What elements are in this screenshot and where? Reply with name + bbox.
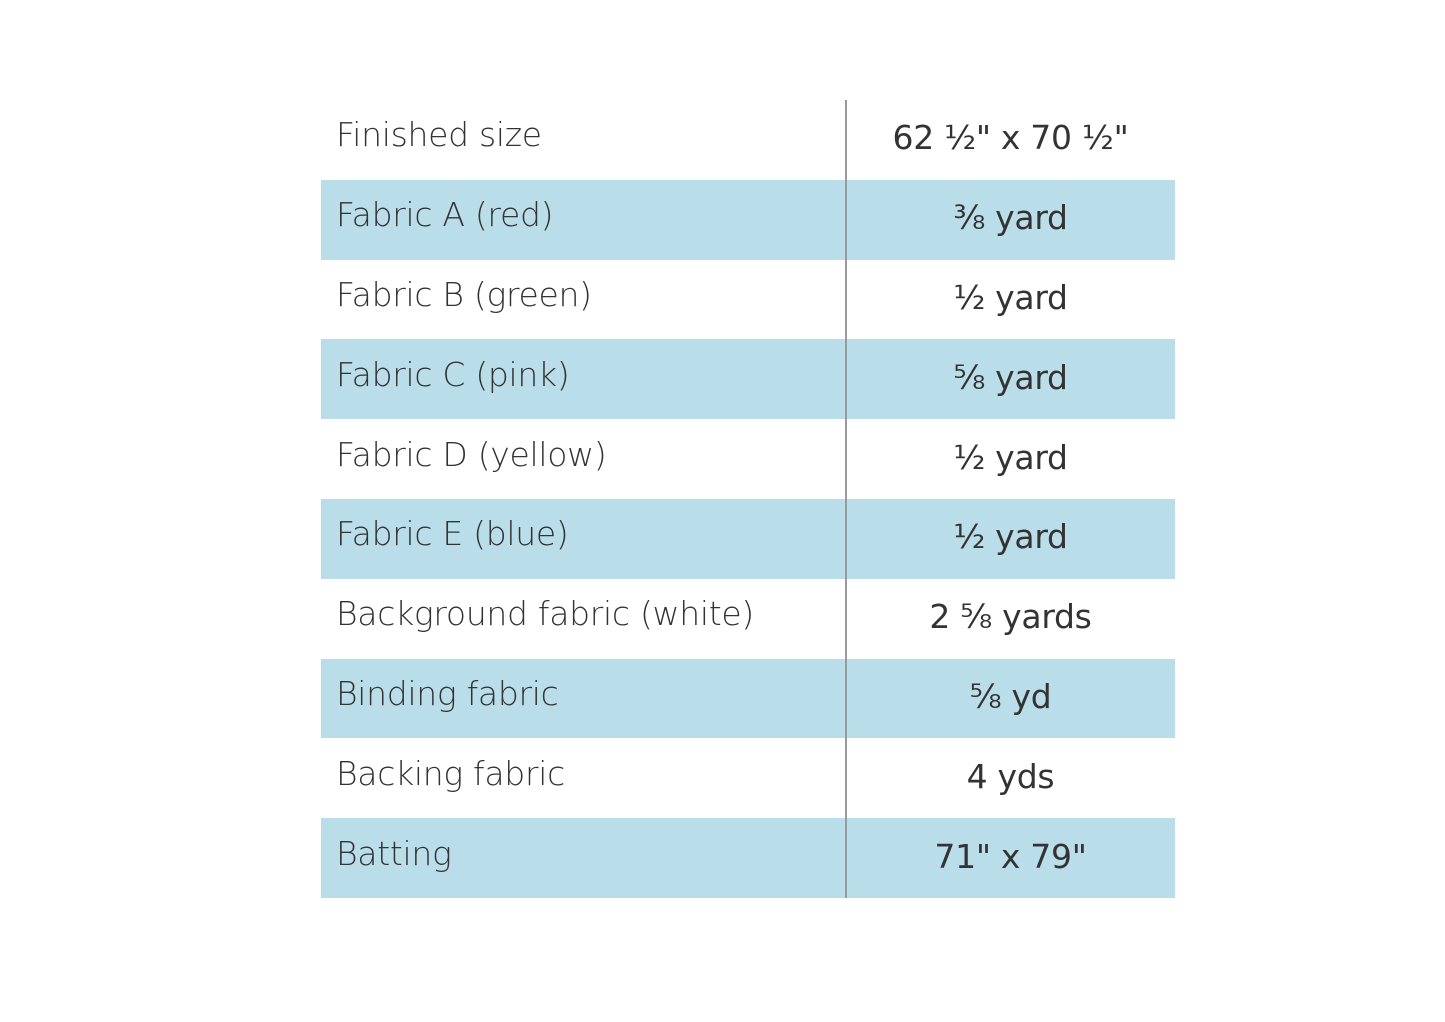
row-value: ⅜ yard xyxy=(953,198,1068,238)
row-label: Fabric A (red) xyxy=(336,195,554,235)
row-label: Finished size xyxy=(336,115,542,155)
table-row: Fabric D (yellow) ½ yard xyxy=(321,419,1175,499)
table-row: Fabric B (green) ½ yard xyxy=(321,260,1175,340)
table-row: Finished size 62 ½" x 70 ½" xyxy=(321,100,1175,180)
row-value: ⅝ yard xyxy=(953,357,1068,397)
table-row: Background fabric (white) 2 ⅝ yards xyxy=(321,579,1175,659)
table-row: Fabric E (blue) ½ yard xyxy=(321,498,1175,579)
table-row: Backing fabric 4 yds xyxy=(321,738,1175,818)
column-divider xyxy=(845,100,847,898)
row-value: ½ yard xyxy=(953,517,1068,557)
row-value: ⅝ yd xyxy=(969,676,1052,716)
table-row: Batting 71" x 79" xyxy=(321,818,1175,898)
table-row: Fabric A (red) ⅜ yard xyxy=(321,179,1175,260)
row-value: 4 yds xyxy=(966,756,1055,796)
row-value: ½ yard xyxy=(953,437,1068,477)
table-row: Binding fabric ⅝ yd xyxy=(321,658,1175,739)
row-label: Fabric C (pink) xyxy=(336,354,570,394)
row-label: Fabric E (blue) xyxy=(336,514,569,554)
row-value: 62 ½" x 70 ½" xyxy=(892,118,1129,158)
row-label: Batting xyxy=(336,833,452,873)
row-label: Binding fabric xyxy=(336,673,559,713)
row-label: Backing fabric xyxy=(336,753,565,793)
row-value: ½ yard xyxy=(953,277,1068,317)
row-label: Fabric D (yellow) xyxy=(336,434,607,474)
table-row: Fabric C (pink) ⅝ yard xyxy=(321,339,1175,420)
row-value: 71" x 79" xyxy=(934,836,1087,876)
fabric-requirements-table: Finished size 62 ½" x 70 ½" Fabric A (red)… xyxy=(321,100,1175,898)
row-label: Background fabric (white) xyxy=(336,594,754,634)
row-label: Fabric B (green) xyxy=(336,274,592,314)
row-value: 2 ⅝ yards xyxy=(929,597,1092,637)
